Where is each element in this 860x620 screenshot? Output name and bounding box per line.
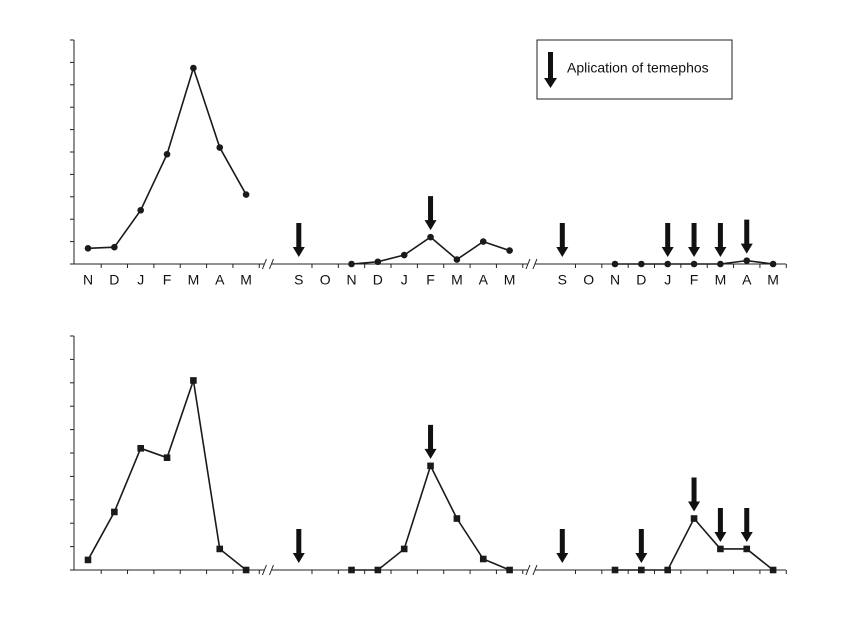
data-point [453,515,461,522]
data-point [638,260,645,268]
x-tick-label: D [636,272,646,288]
data-point [84,556,92,564]
x-tick-label: J [664,272,671,288]
data-point [400,251,408,259]
application-arrow [292,529,305,563]
x-tick-label: N [610,272,620,288]
axis-break [261,258,267,270]
data-point [374,258,382,266]
x-tick-label: M [188,272,200,288]
x-tick-label: F [426,272,435,288]
x-tick-label: N [346,272,356,288]
x-tick-label: A [742,272,752,288]
data-point [400,545,408,553]
data-point [769,260,777,268]
application-arrow [740,507,753,542]
data-point [137,445,144,452]
x-tick-label: F [690,272,699,288]
x-tick-label: J [137,272,144,288]
data-point [137,206,144,214]
application-arrow [714,507,727,542]
x-tick-label: A [215,272,225,288]
data-point [690,260,698,268]
data-point [717,545,724,553]
axis-break [525,564,531,576]
data-point [664,566,671,574]
data-point [769,566,777,574]
data-point [638,566,645,574]
x-tick-label: F [163,272,172,288]
x-tick-label: M [240,272,252,288]
data-point [664,260,671,268]
application-arrow [424,424,437,459]
application-arrow [556,529,569,563]
application-arrow [635,529,648,563]
application-arrow [292,223,305,257]
data-point [84,245,92,252]
data-point [190,377,197,384]
x-tick-label: D [373,272,383,288]
data-line [87,380,774,571]
x-tick-label: M [451,272,463,288]
data-point [163,454,171,461]
data-point [690,515,698,522]
x-tick-label: S [558,272,567,288]
data-point [242,566,250,574]
x-tick-label: D [109,272,119,288]
x-tick-label: N [83,272,93,288]
application-arrow [688,477,701,512]
data-point [453,256,461,263]
data-point [427,462,434,470]
x-tick-label: S [294,272,303,288]
legend-arrow [544,52,557,88]
axis-break [525,258,531,270]
application-arrow [661,223,674,257]
data-point [743,545,751,553]
data-point [427,233,434,241]
data-point [479,555,487,563]
x-tick-label: J [401,272,408,288]
data-point [348,566,355,574]
data-point [717,260,724,268]
data-point [374,566,382,574]
data-point [163,150,171,158]
application-arrow [688,223,701,257]
application-arrow [740,219,753,254]
legend-box [536,39,733,100]
application-arrow [424,196,437,231]
application-arrow [556,223,569,257]
x-tick-label: M [504,272,516,288]
x-tick-label: O [583,272,594,288]
axis-break [261,564,267,576]
data-point [743,257,751,264]
data-point [111,508,118,516]
legend-label: Aplication of temephos [567,60,709,76]
data-point [611,260,619,268]
data-point [506,247,513,254]
x-tick-label: M [715,272,727,288]
x-tick-label: O [320,272,331,288]
data-point [348,260,355,268]
data-point [216,545,224,553]
data-point [190,64,197,72]
data-point [216,144,224,151]
x-tick-label: A [479,272,489,288]
x-tick-label: M [767,272,779,288]
data-point [242,191,250,198]
application-arrow [714,223,727,257]
data-point [111,243,118,251]
data-point [506,566,513,574]
data-point [611,566,619,574]
data-point [479,238,487,245]
